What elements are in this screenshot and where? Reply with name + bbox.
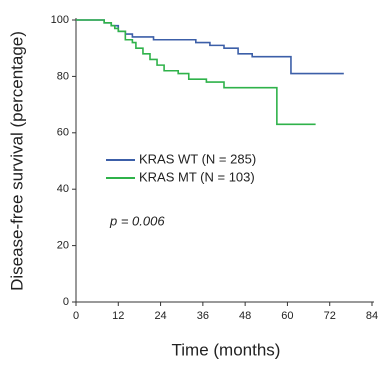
x-tick-label: 84 <box>366 310 378 322</box>
x-tick-label: 72 <box>324 310 336 322</box>
legend-label: KRAS WT (N = 285) <box>139 151 256 166</box>
x-tick-label: 24 <box>154 310 166 322</box>
y-tick-label: 20 <box>57 240 69 252</box>
y-tick-label: 100 <box>51 14 69 26</box>
y-tick-label: 40 <box>57 183 69 195</box>
legend-label: KRAS MT (N = 103) <box>139 169 255 184</box>
survival-curve <box>76 19 316 126</box>
x-axis-title: Time (months) <box>172 340 281 359</box>
y-tick-label: 0 <box>63 296 69 308</box>
x-tick-label: 36 <box>197 310 209 322</box>
y-axis-title: Disease-free survival (percentage) <box>7 31 26 291</box>
survival-curve <box>76 19 344 75</box>
x-tick-label: 12 <box>112 310 124 322</box>
x-tick-label: 60 <box>281 310 293 322</box>
y-tick-label: 80 <box>57 70 69 82</box>
annotation: p = 0.006 <box>109 213 165 228</box>
x-tick-label: 48 <box>239 310 251 322</box>
y-tick-label: 60 <box>57 127 69 139</box>
x-tick-label: 0 <box>73 310 79 322</box>
